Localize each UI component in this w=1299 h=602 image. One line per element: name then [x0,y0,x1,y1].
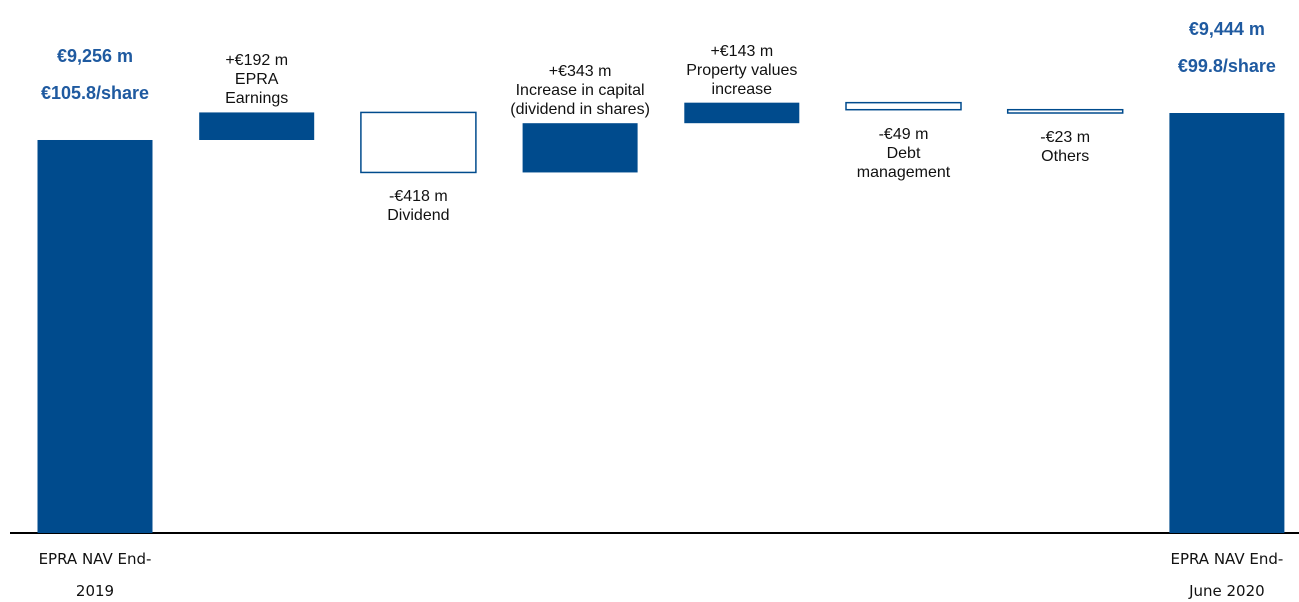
total-value-label: €9,444 m [1188,19,1265,39]
bar [37,139,153,533]
value-label: +€343 m [548,63,612,81]
bar [1169,113,1285,534]
value-label: -€23 m [1040,129,1091,146]
bar [522,123,638,173]
bar [199,112,315,140]
bar-label: +€192 m EPRA Earnings [219,51,294,108]
value-label: +€143 m [710,42,774,60]
value-label: -€418 m [389,188,448,206]
category-label: Dividend [387,207,450,225]
category-label: Others [1041,148,1090,165]
value-label: +€192 m [225,52,289,70]
x-tick-label: EPRA NAV End-2019 [38,550,152,600]
category-label: Property values increase [686,61,798,98]
category-label: Increase in capital (dividend in shares) [510,82,650,119]
total-value-label: €9,256 m [56,45,134,66]
bar [1006,108,1124,114]
per-share-label: €99.8/share [1177,56,1276,76]
category-label: EPRA Earnings [225,71,289,108]
value-label: -€49 m [878,125,929,143]
per-share-label: €105.8/share [40,82,150,103]
bar [360,111,477,174]
bar [684,102,800,124]
bar-label: -€23 m Others [1025,128,1105,166]
x-tick-label: EPRA NAV End-June 2020 [1170,550,1284,600]
category-label: Debt management [856,144,951,181]
bar-label: -€418 m Dividend [373,187,463,225]
bar [845,101,962,111]
bar-label: -€49 m Debt management [851,125,956,182]
bar-label: +€143 m Property values increase [677,42,807,99]
bar-label: +€343 m Increase in capital (dividend in … [505,62,655,119]
